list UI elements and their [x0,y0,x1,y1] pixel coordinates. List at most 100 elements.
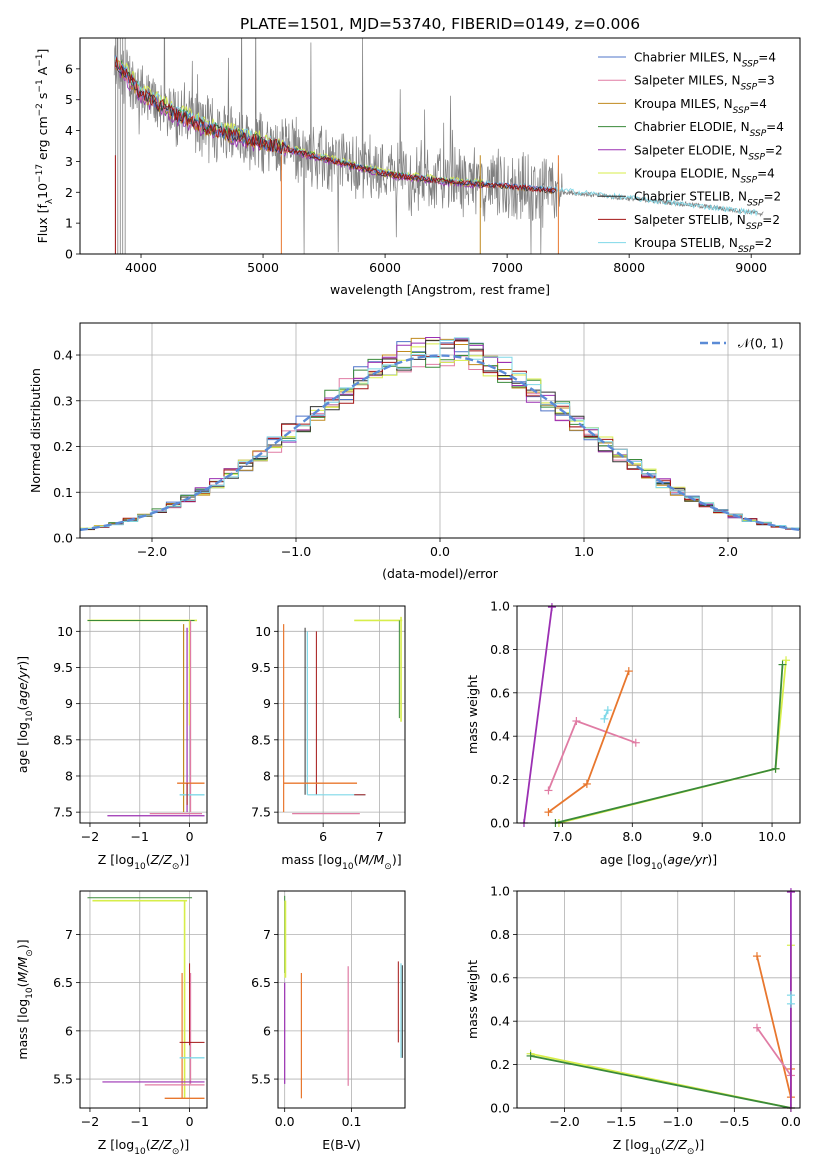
label-part: )] [179,1137,189,1152]
label-part: Chabrier ELODIE, N [634,120,750,134]
label-part: )] [694,1137,704,1152]
y-tick-label: 8 [65,768,73,783]
errorbars [87,897,205,1100]
x-tick-label: 0.0 [430,544,450,559]
y-tick-label: 1.0 [490,599,510,614]
histogram-step [80,337,800,532]
errorbars [283,616,403,815]
series-line [756,1027,792,1077]
legend-label: Chabrier MILES, NSSP=4 [634,51,776,70]
label-part: A [35,66,50,79]
label-part: ( [15,706,30,711]
label-part: −1 [35,79,45,92]
x-axis-label: Z [log10(Z/Z⊙)] [98,852,189,872]
label-part: 10 [35,183,50,199]
label-part: ⊙ [172,1147,180,1157]
y-tick-label: 0 [65,247,73,262]
label-part: Z/Z [150,1137,173,1152]
figure-title: PLATE=1501, MJD=53740, FIBERID=0149, z=0… [240,15,640,33]
y-tick-label: 0.8 [490,927,510,942]
label-part: ( [354,852,359,867]
label-part: )] [392,852,402,867]
x-tick-label: −1.5 [606,1114,636,1129]
axes-frame [79,605,208,824]
label-part: ( [662,852,667,867]
label-part: )] [707,852,717,867]
y-tick-label: 7.5 [251,805,271,820]
y-tick-label: 9 [65,696,73,711]
label-part: SSP [746,222,763,232]
y-tick-label: 9.5 [251,660,271,675]
label-part: ⊙ [172,862,180,872]
y-tick-label: 5.5 [53,1072,73,1087]
series-line [547,719,637,791]
x-tick-label: 6000 [369,260,401,275]
legend-label: Kroupa MILES, NSSP=4 [634,97,767,116]
x-tick-label: 9.0 [692,829,712,844]
y-tick-label: 9.5 [53,660,73,675]
x-tick-label: 4000 [125,260,157,275]
x-axis-label: wavelength [Angstrom, rest frame] [330,282,550,297]
spectrum-lines [113,38,764,254]
y-tick-label: 0.4 [490,1014,510,1029]
legend-label: Kroupa STELIB, NSSP=2 [634,236,772,255]
y-axis-label: mass weight [465,675,480,754]
y-tick-label: 0.4 [53,348,73,363]
label-part: erg cm [35,116,50,164]
x-tick-label: 0.0 [781,1114,801,1129]
y-tick-label: 3 [65,154,73,169]
x-tick-label: −2.0 [549,1114,579,1129]
y-tick-label: 7.5 [53,805,73,820]
y-tick-label: 6 [65,61,73,76]
x-axis-label: E(B-V) [322,1137,361,1152]
y-tick-label: 9 [263,696,271,711]
label-part: Chabrier STELIB, N [634,190,747,204]
label-part: Kroupa STELIB, N [634,236,738,250]
x-tick-label: 6 [319,829,327,844]
label-part: 10 [25,710,35,722]
axes-frame [277,605,406,824]
label-part: ⊙ [384,862,392,872]
label-part: Z/Z [665,1137,688,1152]
x-tick-label: 0 [186,1114,194,1129]
series-line [555,664,784,824]
label-part: −1 [35,54,45,67]
y-tick-label: 0.2 [53,439,73,454]
x-tick-label: 0 [186,829,194,844]
y-tick-label: 0.8 [490,642,510,657]
y-tick-label: 7 [65,927,73,942]
y-axis-label: mass weight [465,960,480,1039]
x-tick-label: −1 [131,1114,149,1129]
label-part: Chabrier MILES, N [634,51,742,65]
x-tick-label: 7000 [491,260,523,275]
y-axis-label: mass [log10(M/M⊙)] [15,939,35,1059]
series-line [558,660,787,824]
label-part: =3 [757,74,775,88]
label-part: 10 [25,987,35,999]
observed-spectrum [113,38,764,254]
y-tick-label: 7 [263,927,271,942]
label-part: )] [179,852,189,867]
x-tick-label: −0.5 [719,1114,749,1129]
label-part: −2 [35,103,45,116]
x-tick-label: 1.0 [574,544,594,559]
y-tick-label: 0.6 [490,970,510,985]
label-part: Z [log [613,1137,649,1152]
model-spectrum [115,57,557,194]
label-part: =4 [758,51,776,65]
x-tick-label: −1.0 [663,1114,693,1129]
label-part: Salpeter STELIB, N [634,213,746,227]
label-part: )] [15,939,30,949]
y-tick-label: 0.4 [490,729,510,744]
x-tick-label: −2.0 [137,544,167,559]
label-part: age [log [15,722,30,773]
label-part: =2 [762,213,780,227]
label-part: mass [log [15,999,30,1060]
y-tick-label: 0.2 [490,1057,510,1072]
y-tick-label: 0.2 [490,772,510,787]
label-part: ( [146,1137,151,1152]
label-part: =2 [764,190,782,204]
panel-residuals: −2.0 −1.0 0.0 1.0 2.0 0.0 0.1 0.2 0.3 0.4 (data-mo… [28,322,801,581]
y-tick-label: 0.1 [53,485,73,500]
